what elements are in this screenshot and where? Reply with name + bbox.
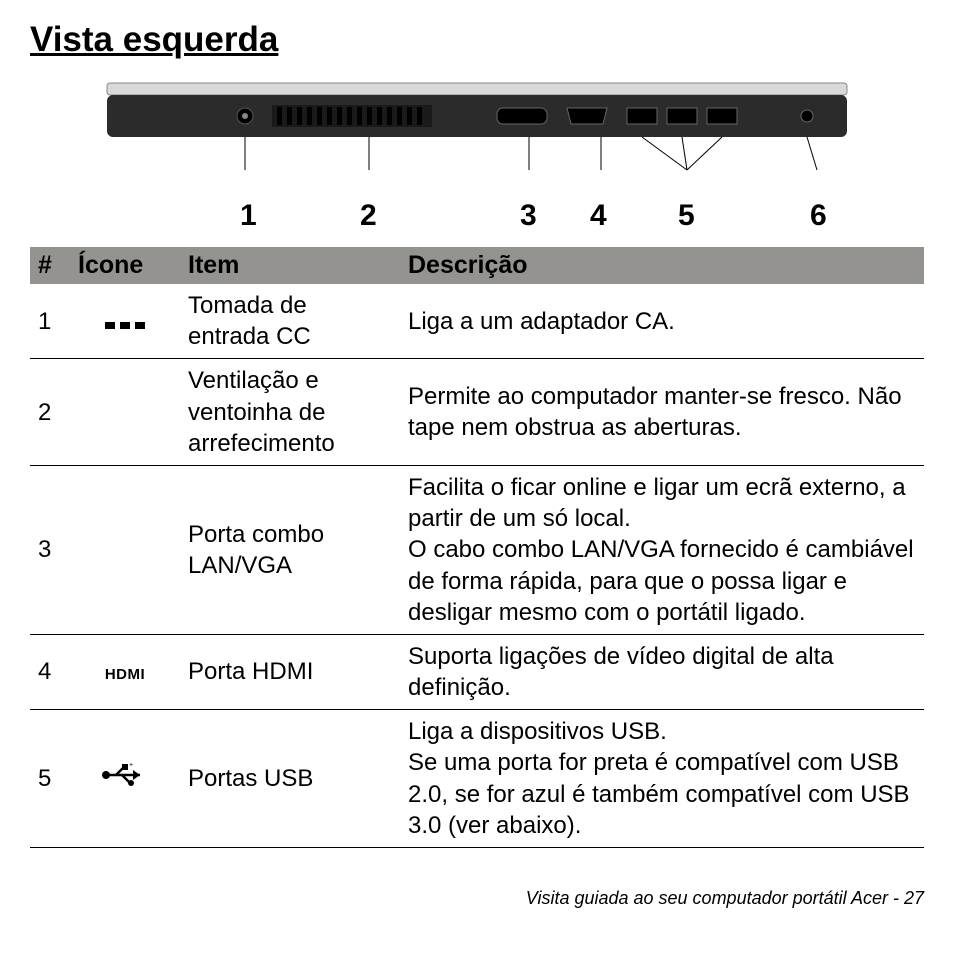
row-desc: Permite ao computador manter-se fresco. … bbox=[400, 359, 924, 466]
callout-numbers: 1 2 3 4 5 6 bbox=[30, 199, 924, 239]
usb-icon: + bbox=[70, 710, 180, 848]
row-item: Porta combo LAN/VGA bbox=[180, 465, 400, 634]
callout-6: 6 bbox=[810, 199, 827, 233]
page-footer: Visita guiada ao seu computador portátil… bbox=[30, 888, 924, 909]
row-desc: Liga a um adaptador CA. bbox=[400, 284, 924, 359]
header-desc: Descrição bbox=[400, 247, 924, 284]
row-num: 3 bbox=[30, 465, 70, 634]
header-icon: Ícone bbox=[70, 247, 180, 284]
row-num: 1 bbox=[30, 284, 70, 359]
callout-5: 5 bbox=[678, 199, 695, 233]
laptop-side-svg bbox=[67, 75, 887, 195]
row-num: 2 bbox=[30, 359, 70, 466]
row-desc: Suporta ligações de vídeo digital de alt… bbox=[400, 634, 924, 709]
hdmi-icon: HDMI bbox=[70, 634, 180, 709]
callout-4: 4 bbox=[590, 199, 607, 233]
row-desc: Liga a dispositivos USB. Se uma porta fo… bbox=[400, 710, 924, 848]
row-item: Porta HDMI bbox=[180, 634, 400, 709]
callout-3: 3 bbox=[520, 199, 537, 233]
table-row: 4 HDMI Porta HDMI Suporta ligações de ví… bbox=[30, 634, 924, 709]
row-item: Tomada de entrada CC bbox=[180, 284, 400, 359]
row-num: 4 bbox=[30, 634, 70, 709]
header-num: # bbox=[30, 247, 70, 284]
no-icon bbox=[70, 359, 180, 466]
header-item: Item bbox=[180, 247, 400, 284]
table-row: 2 Ventilação e ventoinha de arrefeciment… bbox=[30, 359, 924, 466]
row-num: 5 bbox=[30, 710, 70, 848]
row-item: Portas USB bbox=[180, 710, 400, 848]
no-icon bbox=[70, 465, 180, 634]
laptop-diagram: 1 2 3 4 5 6 bbox=[30, 75, 924, 239]
row-item: Ventilação e ventoinha de arrefecimento bbox=[180, 359, 400, 466]
dc-power-icon bbox=[70, 284, 180, 359]
table-header-row: # Ícone Item Descrição bbox=[30, 247, 924, 284]
page-title: Vista esquerda bbox=[30, 20, 924, 60]
table-row: 5 + Portas USB Liga a dispositivos USB. … bbox=[30, 710, 924, 848]
callout-2: 2 bbox=[360, 199, 377, 233]
port-table: # Ícone Item Descrição 1 Tomada de entra… bbox=[30, 247, 924, 848]
row-desc: Facilita o ficar online e ligar um ecrã … bbox=[400, 465, 924, 634]
callout-1: 1 bbox=[240, 199, 257, 233]
table-row: 1 Tomada de entrada CC Liga a um adaptad… bbox=[30, 284, 924, 359]
table-body: 1 Tomada de entrada CC Liga a um adaptad… bbox=[30, 284, 924, 848]
table-row: 3 Porta combo LAN/VGA Facilita o ficar o… bbox=[30, 465, 924, 634]
svg-text:+: + bbox=[129, 763, 133, 769]
